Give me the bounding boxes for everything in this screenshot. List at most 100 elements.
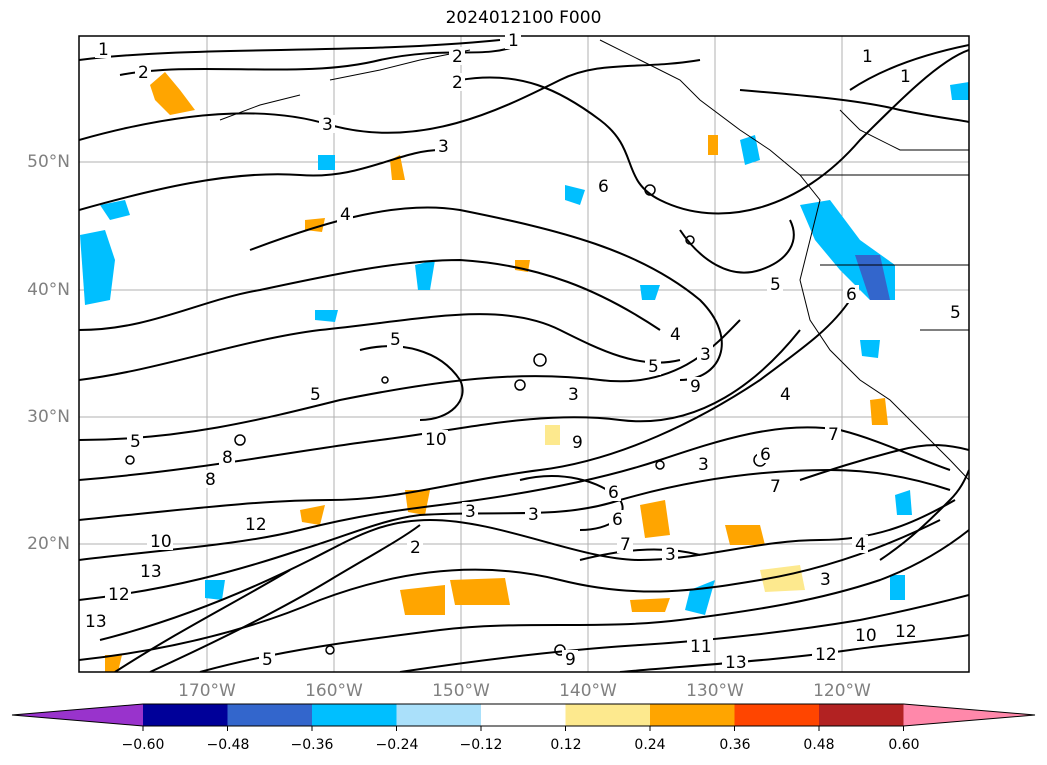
contour-label-bg [562,650,578,668]
contour-label-bg [319,115,335,133]
contour-label: 2 [452,47,463,67]
contour-label: 7 [770,477,781,497]
contour-label: 4 [855,535,866,555]
contour-label-bg [662,545,678,563]
contour-label: 4 [670,325,681,345]
contour-label-bg [645,357,661,375]
colorbar-label: 0.24 [634,737,666,753]
contour-label-bg [947,303,963,321]
contour-label-bg [387,330,403,348]
colorbar-label: 0.48 [803,737,835,753]
contour-label-bg [435,137,451,155]
contour-label: 10 [425,430,447,450]
colorbar-label: 0.36 [719,737,751,753]
contour-label-bg [859,47,875,65]
contour-label-bg [147,532,173,550]
contour-label: 13 [85,612,107,632]
lat-label-20: 20°N [27,534,70,554]
contour-label-bg [135,63,151,81]
contour-label-bg [852,535,868,553]
contour-label: 9 [690,377,701,397]
contour-label-bg [767,477,783,495]
lat-label-30: 30°N [27,407,70,427]
lon-label-120w: 120°W [813,681,871,701]
map-frame [78,35,970,673]
contour-label-bg [505,31,521,49]
contour-label-bg [609,510,625,528]
contour-label-bg [422,430,448,448]
contour-label: 6 [760,445,771,465]
contour-label-bg [449,73,465,91]
contour-label: 1 [900,67,911,87]
contour-label-bg [202,470,218,488]
contour-label-bg [137,562,163,580]
contour-label: 6 [612,510,623,530]
contour-label: 9 [565,650,576,670]
contour-label: 2 [138,63,149,83]
contour-label-bg [337,205,353,223]
colorbar-label: 0.60 [888,737,920,753]
contour-label: 12 [108,585,130,605]
contour-label-bg [307,385,323,403]
colorbar-label: −0.48 [206,737,250,753]
contour-label-bg [697,345,713,363]
contour-label: 5 [262,650,273,670]
contour-label-bg [687,637,713,655]
contour-label: 7 [620,535,631,555]
contour-label-bg [595,177,611,195]
contour-label: 12 [815,645,837,665]
contour-label-bg [259,650,275,668]
contour-label: 5 [648,357,659,377]
contour-label-bg [892,622,918,640]
contour-label-bg [667,325,683,343]
contour-label: 12 [895,622,917,642]
contour-label: 7 [828,425,839,445]
colorbar-segment [565,704,651,726]
contour-label-bg [617,535,633,553]
contour-label: 3 [528,505,539,525]
colorbar [11,703,1036,731]
contour-label: 1 [508,31,519,51]
shaded-regions [80,72,969,672]
contour-label: 10 [150,532,172,552]
contour-label-bg [812,645,838,663]
contour-label-bg [767,275,783,293]
contour-label: 13 [140,562,162,582]
contour-label: 5 [770,275,781,295]
contour-label: 12 [245,515,267,535]
contour-label: 5 [390,330,401,350]
contour-label: 1 [862,47,873,67]
contour-label-bg [242,515,268,533]
contour-label-bg [569,433,585,451]
contour-label: 3 [465,502,476,522]
lon-label-130w: 130°W [686,681,744,701]
contour-label: 10 [855,626,877,646]
lon-label-150w: 150°W [432,681,490,701]
contour-label-bg [127,432,143,450]
contour-label-bg [897,67,913,85]
colorbar-segment [396,704,482,726]
contour-label-bg [525,505,541,523]
colorbar-segment [312,704,397,726]
lon-label-160w: 160°W [305,681,363,701]
contour-label: 11 [690,637,712,657]
contour-label: 2 [452,73,463,93]
contour-label-bg [105,585,131,603]
colorbar-label: 0.12 [550,737,582,753]
contour-label-bg [843,285,859,303]
contour-label: 5 [310,385,321,405]
contour-label: 13 [725,653,747,673]
contour-label-bg [462,502,478,520]
contour-label: 3 [700,345,711,365]
lon-label-170w: 170°W [178,681,236,701]
colorbar-segment [481,704,566,726]
contour-label: 8 [205,470,216,490]
contour-label: 3 [820,570,831,590]
contour-label-bg [605,483,621,501]
contour-label: 6 [846,285,857,305]
coastlines [219,39,969,481]
contour-label-bg [777,385,793,403]
colorbar-segment [734,704,820,726]
colorbar-label: −0.24 [375,737,419,753]
